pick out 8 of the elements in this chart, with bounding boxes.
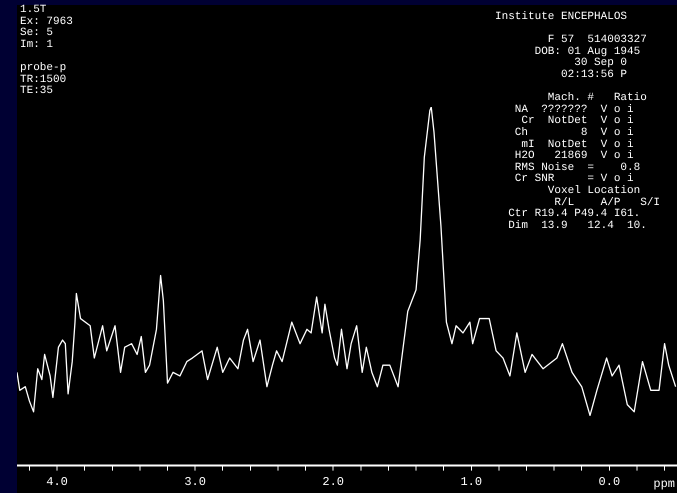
text: 1.5T Ex: 7963 Se: 5 Im: 1 probe-p TR:1500 TE:35 <box>20 4 73 98</box>
x-tick-label: 1.0 <box>460 474 482 489</box>
x-axis-title: ppm <box>653 477 675 492</box>
text: Institute ENCEPHALOS F 57 514003327 DOB: 01 Aug 1945 30 Sep 0 02:13:56 P Mach. # Ratio NA ??????? V o i Cr NotDet V o i Ch 8 V o i mI NotDet V o i H2O 21869 V o i RMS Noise = 0.8 Cr SNR = V o i Voxel Location R/L A/P S/I Ctr R19.4 P49.4 I61. Dim 13.9 12.4 10. <box>495 11 660 232</box>
x-tick-label: 0.0 <box>598 474 620 489</box>
x-tick-label: 2.0 <box>322 474 344 489</box>
x-tick-label: 4.0 <box>46 474 68 489</box>
x-tick-label: 3.0 <box>184 474 206 489</box>
